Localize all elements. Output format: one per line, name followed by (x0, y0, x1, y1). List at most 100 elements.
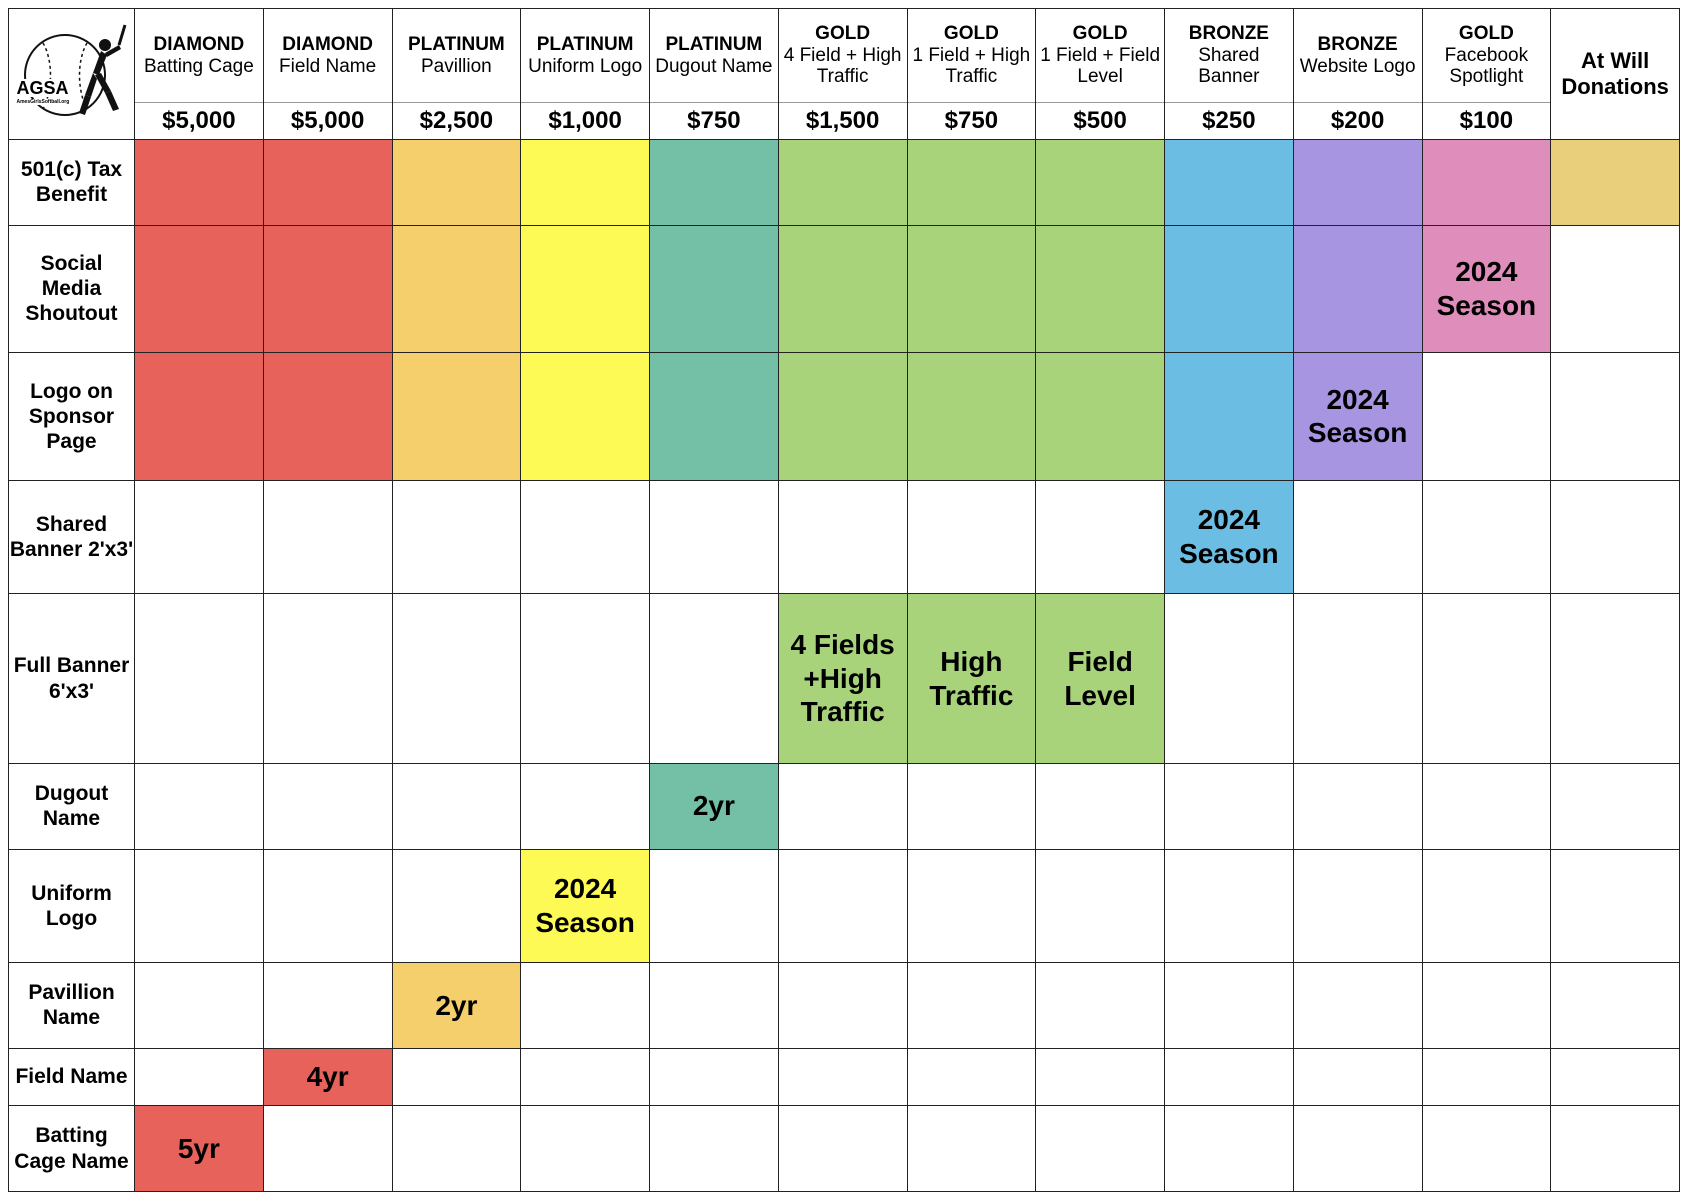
benefit-cell (134, 479, 264, 595)
row-label: Social Media Shoutout (8, 224, 135, 354)
column-price: $1,000 (548, 107, 622, 134)
benefit-cell (1035, 224, 1165, 354)
column-name: 1 Field + High Traffic (912, 44, 1031, 88)
row-label: Batting Cage Name (8, 1105, 135, 1192)
table-row: Uniform Logo 2024 Season (8, 848, 1680, 964)
benefit-cell (391, 1047, 522, 1107)
benefit-cell (262, 352, 393, 481)
sponsorship-sheet: AGSA AmesGirlsSoftball.org DIAMOND Battin… (8, 8, 1680, 1192)
column-price: $2,500 (419, 107, 494, 134)
column-price: $5,000 (290, 107, 365, 134)
benefit-cell (777, 962, 908, 1049)
benefit-cell (262, 224, 393, 354)
row-label: Pavillion Name (8, 962, 135, 1049)
benefit-cell: Field Level (1035, 593, 1165, 764)
benefit-cell (262, 1105, 393, 1192)
benefit-cell (391, 139, 522, 226)
benefit-cell: 2024 Season (520, 848, 650, 964)
logo-text: AGSA (16, 78, 69, 98)
benefit-cell (777, 352, 908, 481)
benefit-cell (906, 139, 1037, 226)
column-tier: GOLD (1072, 22, 1128, 44)
column-header: PLATINUM Dugout Name $750 (649, 8, 779, 140)
benefit-cell (391, 848, 522, 964)
benefit-cell (1164, 848, 1294, 964)
column-name: 1 Field + Field Level (1040, 44, 1161, 88)
benefit-cell (1164, 593, 1294, 764)
table-row: Social Media Shoutout 2024 Season (8, 224, 1680, 354)
benefit-cell (520, 593, 650, 764)
column-header: GOLD Facebook Spotlight $100 (1421, 8, 1552, 140)
column-tier: BRONZE (1188, 22, 1269, 44)
column-name: Facebook Spotlight (1444, 44, 1529, 88)
benefit-cell (391, 479, 522, 595)
row-label: Uniform Logo (8, 848, 135, 964)
benefit-cell (1421, 479, 1552, 595)
benefit-cell (134, 224, 264, 354)
column-price: $100 (1459, 107, 1514, 134)
benefit-cell (134, 352, 264, 481)
column-price: $5,000 (162, 107, 236, 134)
benefit-cell (391, 593, 522, 764)
benefit-cell (520, 352, 650, 481)
benefit-cell (1292, 762, 1423, 850)
column-name: Uniform Logo (528, 55, 643, 77)
row-label: Dugout Name (8, 762, 135, 850)
benefit-cell (391, 224, 522, 354)
column-tier: DIAMOND (282, 33, 374, 55)
column-name: Pavillion (420, 55, 492, 77)
benefit-cell (1164, 224, 1294, 354)
logo-cell: AGSA AmesGirlsSoftball.org (8, 8, 135, 140)
benefit-cell: High Traffic (906, 593, 1037, 764)
row-label: Shared Banner 2'x3' (8, 479, 135, 595)
benefit-cell (520, 224, 650, 354)
benefit-cell: 2024 Season (1421, 224, 1552, 354)
column-header: BRONZE Website Logo $200 (1292, 8, 1423, 140)
column-price: $500 (1073, 107, 1127, 134)
benefit-cell (1035, 962, 1165, 1049)
column-header: GOLD 1 Field + High Traffic $750 (906, 8, 1037, 140)
benefit-cell (906, 352, 1037, 481)
benefit-cell (777, 1047, 908, 1107)
benefit-cell (520, 1047, 650, 1107)
benefit-cell (1292, 848, 1423, 964)
benefit-cell: 2yr (649, 762, 779, 850)
column-price: $750 (944, 107, 999, 134)
benefit-cell (1035, 762, 1165, 850)
benefit-cell (262, 139, 393, 226)
benefit-cell (1421, 1047, 1552, 1107)
benefit-cell: 4 Fields +High Traffic (777, 593, 908, 764)
benefit-cell (906, 479, 1037, 595)
column-tier: PLATINUM (536, 33, 634, 55)
benefit-cell (134, 593, 264, 764)
benefit-cell (1164, 962, 1294, 1049)
benefit-cell (1421, 352, 1552, 481)
benefit-cell (1550, 352, 1680, 481)
table-row: Shared Banner 2'x3' 2024 Season (8, 479, 1680, 595)
benefit-cell (1292, 962, 1423, 1049)
benefit-cell (649, 139, 779, 226)
benefit-cell (777, 224, 908, 354)
benefit-cell (906, 1047, 1037, 1107)
benefit-cell: 2yr (391, 962, 522, 1049)
benefit-cell (649, 593, 779, 764)
benefit-cell (649, 848, 779, 964)
column-tier: GOLD (815, 22, 871, 44)
benefit-cell (134, 962, 264, 1049)
column-tier: BRONZE (1317, 33, 1398, 55)
column-name: Website Logo (1299, 55, 1416, 77)
benefit-cell (262, 479, 393, 595)
header-row: AGSA AmesGirlsSoftball.org DIAMOND Battin… (8, 8, 1680, 140)
benefit-cell (1035, 1047, 1165, 1107)
benefit-cell (777, 1105, 908, 1192)
benefit-cell (1550, 1105, 1680, 1192)
benefit-cell: 4yr (262, 1047, 393, 1107)
column-name: 4 Field + High Traffic (783, 44, 902, 88)
benefit-cell (391, 762, 522, 850)
benefit-cell (1550, 1047, 1680, 1107)
benefit-cell: 2024 Season (1292, 352, 1423, 481)
benefit-cell (134, 1047, 264, 1107)
column-header: GOLD 4 Field + High Traffic $1,500 (777, 8, 908, 140)
benefit-cell (520, 962, 650, 1049)
benefit-cell (777, 762, 908, 850)
